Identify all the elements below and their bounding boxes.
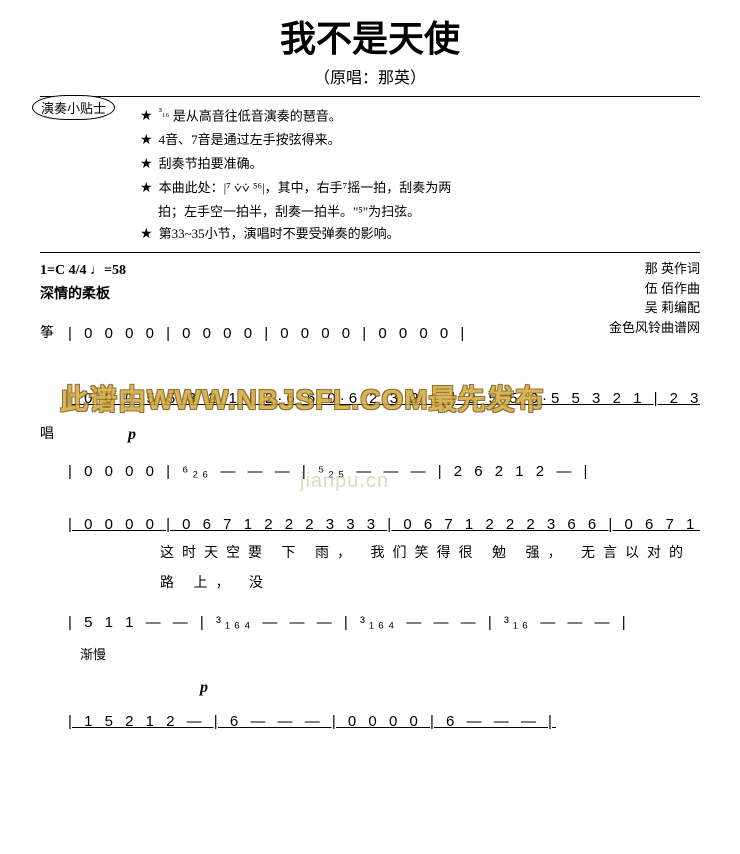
tip-4b: 拍；左手空一拍半，刮奏一拍半。"⁵"为扫弦。: [158, 201, 700, 223]
tip-5: ★第33~35小节，演唱时不要受弹奏的影响。: [140, 223, 700, 247]
tips-label: 演奏小贴士: [32, 95, 115, 120]
tempo-block: 1=C 4/4 ♩=58 深情的柔板 那 英作词 伍 佰作曲 吴 莉编配 金色风…: [40, 263, 700, 303]
tips-box: 演奏小贴士 ★³₁₆ 是从高音往低音演奏的琶音。 ★4音、7音是通过左手按弦得来…: [40, 96, 700, 253]
tip-4: ★本曲此处：|⁷ ⩒⩒ ⁵⁶|，其中，右手⁷摇一拍，刮奏为两: [140, 177, 700, 201]
credit-arrange: 吴 莉编配: [609, 298, 700, 318]
tempo: 1=C 4/4 ♩=58: [40, 263, 700, 279]
credit-lyrics: 那 英作词: [609, 259, 700, 279]
part-sing: 唱: [40, 420, 68, 451]
score-line-5: | 5 1 1 — — | ³₁₆₄ — — — | ³₁₆₄ — — — | …: [68, 606, 700, 639]
score-line-4: | 0 0 0 0 | 0 6 7 1 2 2 2 3 3 3 | 0 6 7 …: [68, 508, 700, 541]
score-line-1: | 0 0 0 0 | 0 0 0 0 | 0 0 0 0 | 0 0 0 0 …: [68, 317, 700, 350]
watermark: 此谱由WWW.NBJSFL.COM最先发布: [60, 378, 545, 418]
style-label: 深情的柔板: [40, 283, 700, 303]
credits: 那 英作词 伍 佰作曲 吴 莉编配 金色风铃曲谱网: [609, 259, 700, 337]
lyrics-1: 这时天空要 下 雨， 我们笑得很 勉 强， 无言以对的 路 上， 没: [160, 539, 700, 601]
marker-slow: 渐慢: [80, 641, 700, 670]
score-line-6: | 1 5 2 1 2 — | 6 — — — | 0 0 0 0 | 6 — …: [68, 705, 700, 738]
subtitle: （原唱：那英）: [0, 64, 740, 88]
dynamic-p: p: [128, 417, 136, 452]
dynamic-p2: p: [200, 679, 208, 696]
page-title: 我不是天使: [0, 0, 740, 62]
credit-site: 金色风铃曲谱网: [609, 318, 700, 338]
watermark2: jianpu.cn: [300, 470, 389, 493]
tip-3: ★刮奏节拍要准确。: [140, 153, 700, 177]
tip-2: ★4音、7音是通过左手按弦得来。: [140, 129, 700, 153]
tip-1: ★³₁₆ 是从高音往低音演奏的琶音。: [140, 103, 700, 129]
credit-music: 伍 佰作曲: [609, 279, 700, 299]
part-zheng: 筝: [40, 319, 68, 350]
